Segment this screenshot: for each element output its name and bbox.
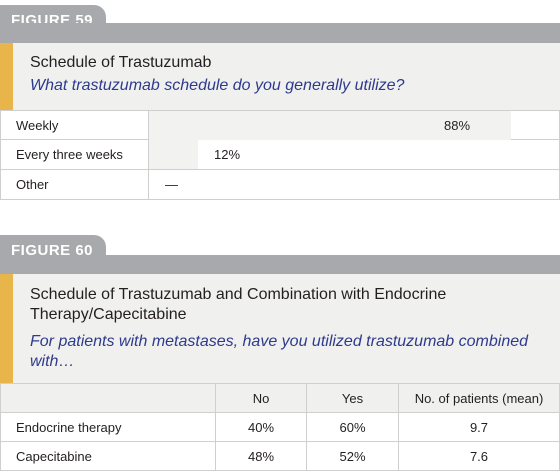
table-row: Weekly 88% (0, 110, 560, 140)
row-label: Every three weeks (1, 140, 149, 169)
cell-yes: 60% (306, 412, 399, 442)
bar-weekly (149, 111, 511, 140)
cell-no: 40% (215, 412, 307, 442)
figure-60-question-line1: For patients with metastases, have you u… (30, 333, 529, 350)
table-header-row: No Yes No. of patients (mean) (0, 383, 560, 413)
value-other: — (165, 177, 178, 192)
cell-patients: 7.6 (398, 441, 560, 471)
table-row: Capecitabine 48% 52% 7.6 (0, 441, 560, 471)
table-row: Every three weeks 12% (0, 140, 560, 170)
row-label: Other (1, 170, 149, 199)
row-label: Weekly (1, 111, 149, 140)
figure-60-table: No Yes No. of patients (mean) Endocrine … (0, 383, 560, 471)
figure-59-bar (0, 23, 560, 43)
row-label: Capecitabine (0, 441, 216, 471)
bar-every-three-weeks (149, 140, 198, 169)
figure-60-question-line2: with… (30, 353, 75, 370)
figure-59-header: Schedule of Trastuzumab What trastuzumab… (0, 43, 560, 110)
figure-59-question: What trastuzumab schedule do you general… (30, 77, 405, 94)
column-header-yes: Yes (306, 383, 399, 413)
value-every-three-weeks: 12% (214, 147, 241, 162)
table-row: Other — (0, 170, 560, 200)
value-weekly: 88% (444, 118, 471, 133)
figure-60-header: Schedule of Trastuzumab and Combination … (0, 274, 560, 383)
figure-59-title: Schedule of Trastuzumab (30, 54, 212, 71)
figure-60-title-line2: Therapy/Capecitabine (30, 306, 187, 323)
column-header-patients: No. of patients (mean) (398, 383, 560, 413)
cell-yes: 52% (306, 441, 399, 471)
cell-patients: 9.7 (398, 412, 560, 442)
column-header-blank (0, 383, 216, 413)
figure-60-bar (0, 255, 560, 274)
cell-no: 48% (215, 441, 307, 471)
row-label: Endocrine therapy (0, 412, 216, 442)
figure-60-title-line1: Schedule of Trastuzumab and Combination … (30, 286, 447, 303)
figure-59-table: Weekly 88% Every three weeks 12% Other — (0, 110, 560, 200)
table-row: Endocrine therapy 40% 60% 9.7 (0, 412, 560, 442)
column-header-no: No (215, 383, 307, 413)
